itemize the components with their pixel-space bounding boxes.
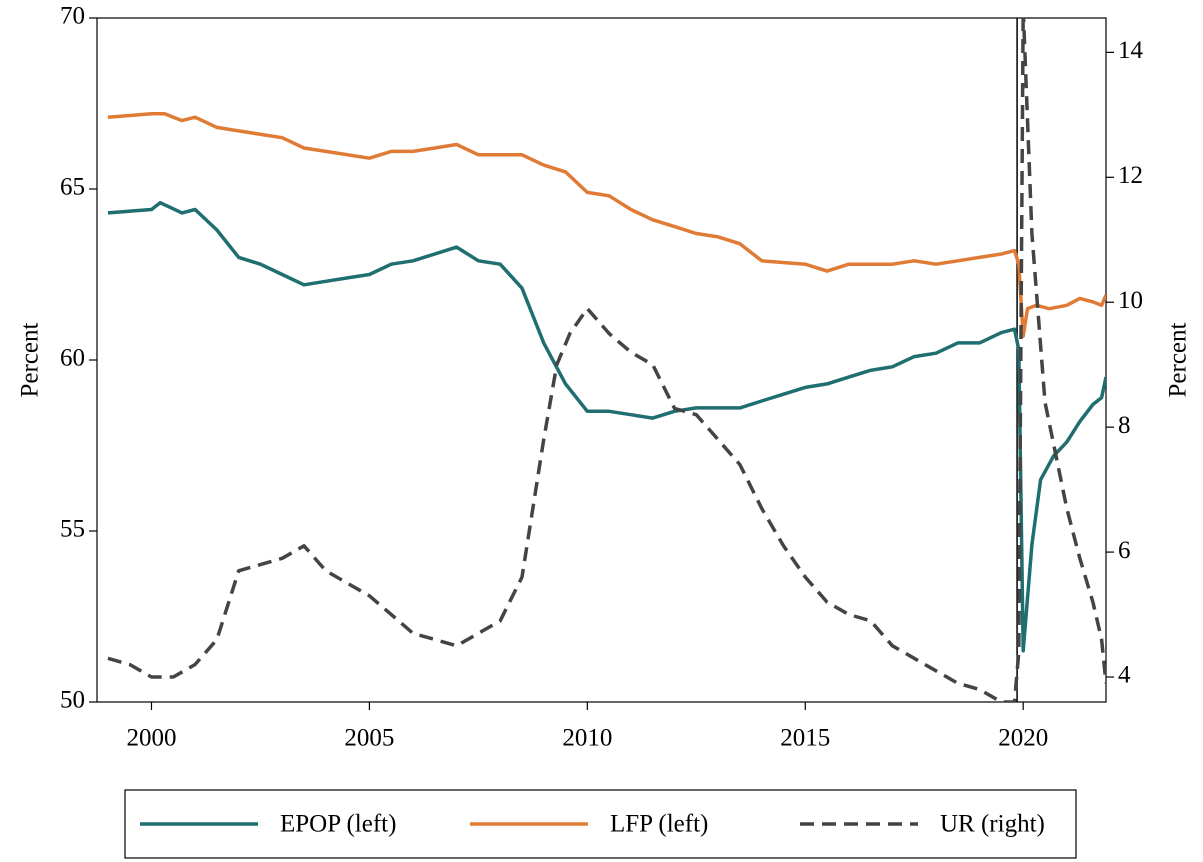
x-tick-label: 2015 (780, 725, 830, 752)
y2-tick-label: 4 (1118, 662, 1131, 689)
plot-frame (96, 17, 1107, 703)
y2-axis-label: Percent (1165, 322, 1192, 397)
legend-label: EPOP (left) (280, 811, 396, 838)
y-tick-label: 60 (60, 345, 85, 372)
y-tick-label: 50 (60, 687, 85, 714)
y-axis-label: Percent (17, 322, 44, 397)
x-tick-label: 2020 (998, 725, 1048, 752)
y-tick-label: 55 (60, 516, 85, 543)
y2-tick-label: 12 (1118, 162, 1143, 189)
series-line (107, 18, 1106, 702)
legend-label: UR (right) (940, 811, 1045, 838)
x-tick-label: 2000 (126, 725, 176, 752)
x-tick-label: 2010 (562, 725, 612, 752)
y-tick-label: 70 (60, 3, 85, 30)
series-line (107, 112, 1106, 338)
x-tick-label: 2005 (344, 725, 394, 752)
y2-tick-label: 14 (1118, 37, 1144, 64)
series-line (107, 200, 1106, 653)
y2-tick-label: 10 (1118, 287, 1143, 314)
y2-tick-label: 8 (1118, 412, 1131, 439)
y2-tick-label: 6 (1118, 537, 1131, 564)
legend-label: LFP (left) (610, 811, 708, 838)
y-tick-label: 65 (60, 174, 85, 201)
plot-area (107, 18, 1106, 702)
legend-box (124, 789, 1077, 859)
